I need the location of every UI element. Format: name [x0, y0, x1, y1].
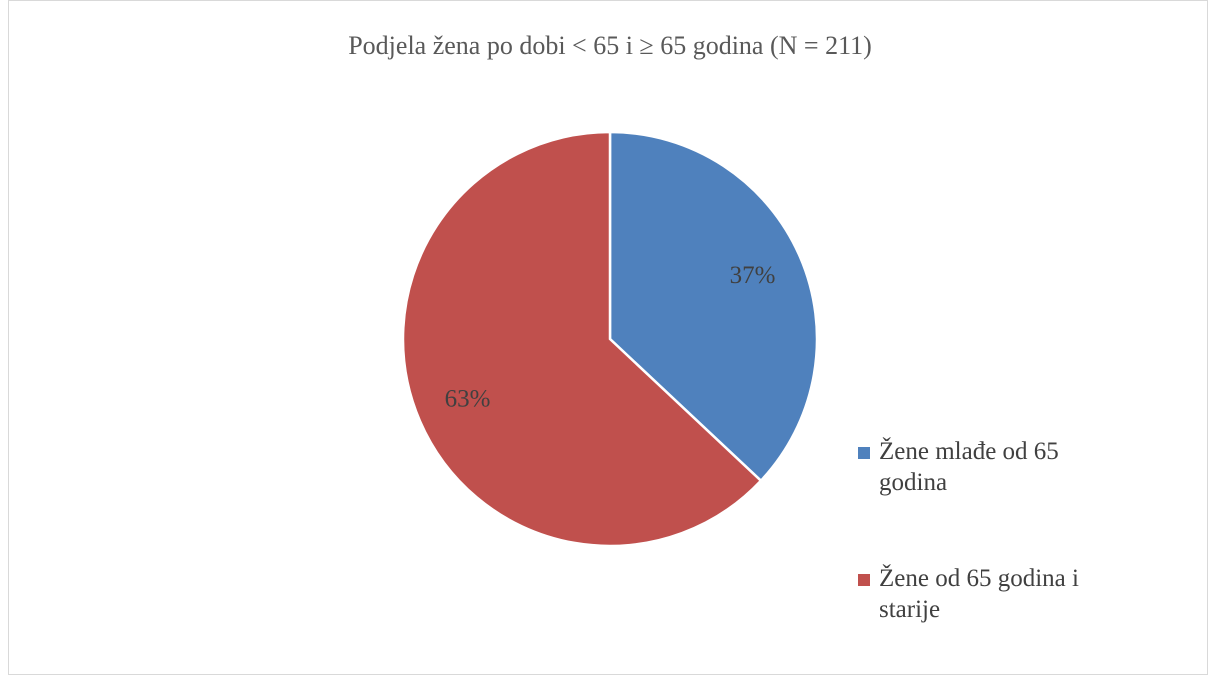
- legend-label: Žene od 65 godina i starije: [879, 565, 1079, 623]
- data-label: 63%: [445, 385, 491, 412]
- pie-slice: [608, 130, 819, 483]
- data-label: 37%: [730, 262, 776, 289]
- legend-item: Žene mlađe od 65 godina: [858, 436, 1120, 498]
- legend-swatch: [858, 574, 870, 586]
- legend-swatch: [858, 447, 870, 459]
- chart-title: Podjela žena po dobi < 65 i ≥ 65 godina …: [348, 31, 872, 60]
- legend-item: Žene od 65 godina i starije: [858, 563, 1120, 625]
- legend-label: Žene mlađe od 65 godina: [879, 438, 1059, 496]
- pie-slice: [401, 130, 763, 548]
